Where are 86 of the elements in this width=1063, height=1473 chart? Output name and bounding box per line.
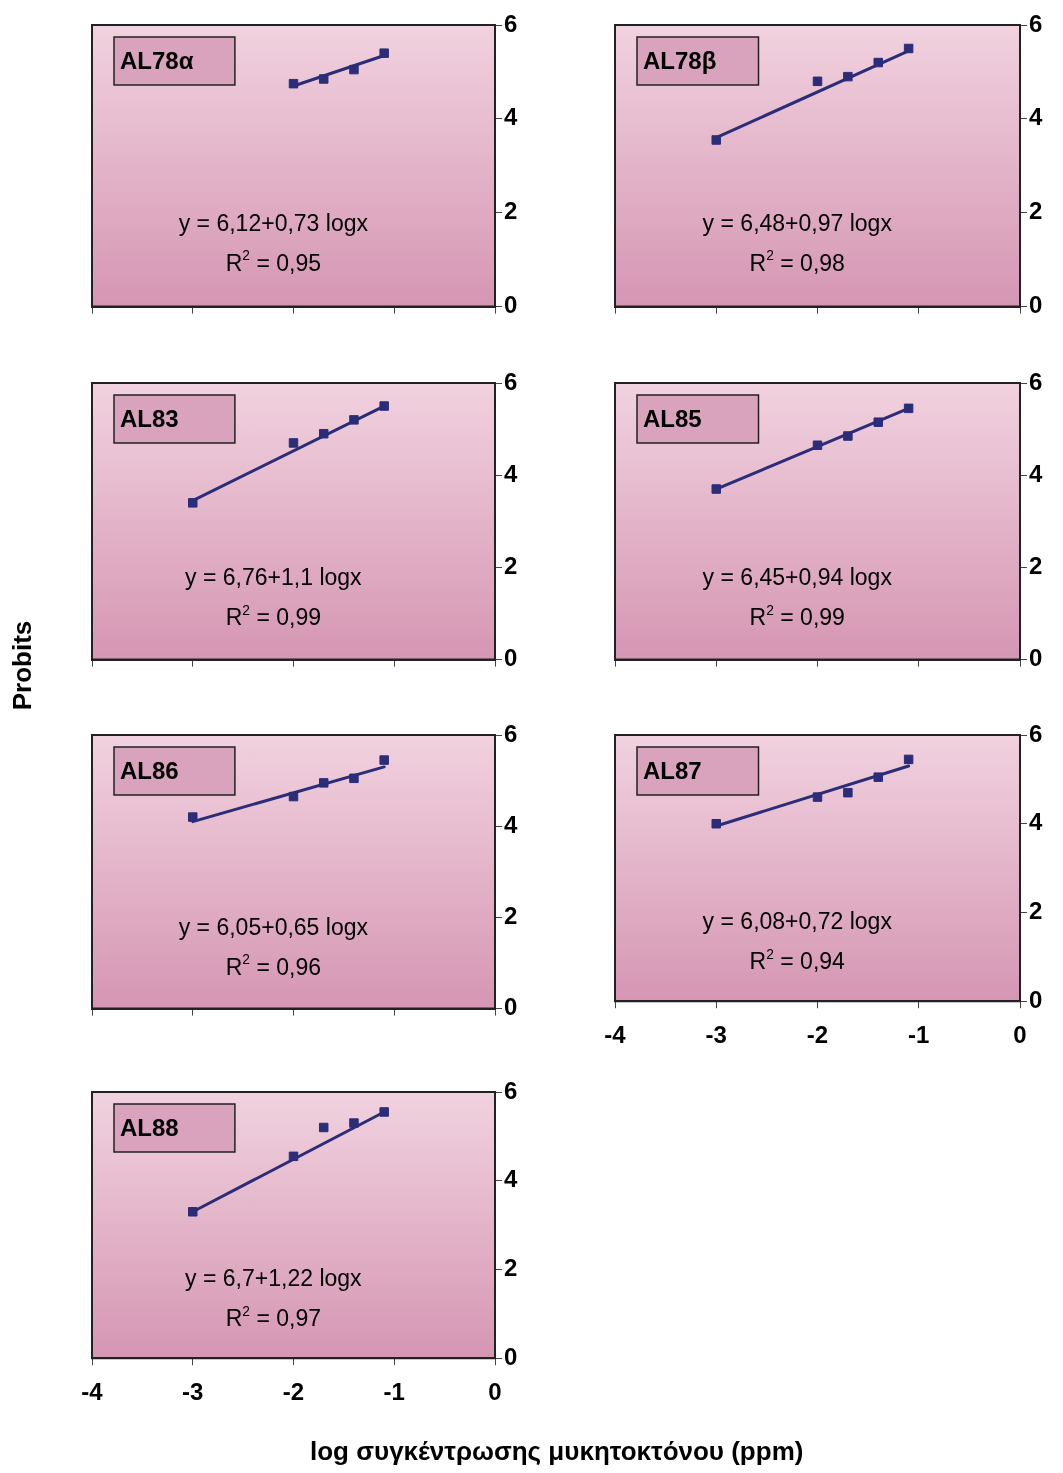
annotation: y = 6,48+0,97 logx bbox=[702, 209, 893, 236]
y-tick-label: 0 bbox=[1029, 985, 1043, 1013]
y-tick-label: 4 bbox=[504, 103, 518, 131]
y-tick-label: 0 bbox=[504, 291, 518, 319]
point bbox=[288, 438, 299, 448]
point bbox=[843, 787, 853, 798]
point bbox=[873, 57, 883, 68]
annotation: y = 6,76+1,1 logx bbox=[185, 563, 363, 590]
annotation: y = 6,08+0,72 logx bbox=[702, 908, 893, 935]
y-tick-label: 0 bbox=[504, 644, 518, 672]
text: AL78α bbox=[120, 46, 194, 74]
point bbox=[349, 415, 359, 425]
y-tick-label: 6 bbox=[504, 367, 518, 395]
point bbox=[379, 755, 389, 765]
y-tick-label: 6 bbox=[1029, 367, 1043, 395]
y-tick-label: 6 bbox=[1029, 719, 1043, 747]
y-tick-label: 6 bbox=[504, 1076, 518, 1104]
point bbox=[843, 71, 853, 82]
point bbox=[812, 76, 823, 87]
y-tick-label: 2 bbox=[504, 902, 518, 930]
point bbox=[812, 440, 823, 450]
point bbox=[349, 64, 359, 75]
point bbox=[318, 1122, 329, 1133]
x-tick-label: -4 bbox=[81, 1378, 104, 1406]
x-tick-label: -3 bbox=[182, 1378, 204, 1406]
annotation: y = 6,12+0,73 logx bbox=[178, 209, 369, 236]
x-tick-label: -3 bbox=[705, 1021, 727, 1049]
x-tick-label: -4 bbox=[604, 1021, 627, 1049]
annotation: y = 6,45+0,94 logx bbox=[702, 563, 893, 590]
y-tick-label: 2 bbox=[1029, 552, 1043, 580]
y-tick-label: 2 bbox=[504, 552, 518, 580]
x-tick-label: -2 bbox=[806, 1021, 829, 1049]
x-tick-label: -1 bbox=[908, 1021, 930, 1049]
text: AL87 bbox=[643, 756, 702, 784]
y-tick-label: 4 bbox=[1029, 459, 1043, 487]
point bbox=[188, 812, 198, 822]
point bbox=[318, 428, 329, 439]
y-tick-label: 0 bbox=[1029, 644, 1043, 672]
point bbox=[903, 403, 914, 414]
point bbox=[379, 48, 389, 58]
point bbox=[288, 791, 299, 802]
annotation: y = 6,7+1,22 logx bbox=[185, 1265, 363, 1292]
text: AL85 bbox=[643, 404, 702, 432]
y-tick-label: 6 bbox=[504, 9, 518, 37]
point bbox=[318, 778, 329, 788]
y-tick-label: 4 bbox=[504, 459, 518, 487]
y-tick-label: 4 bbox=[1029, 808, 1043, 836]
y-tick-label: 0 bbox=[1029, 291, 1043, 319]
y-tick-label: 4 bbox=[1029, 103, 1043, 131]
point bbox=[188, 498, 198, 508]
point bbox=[812, 792, 823, 802]
point bbox=[349, 1118, 359, 1128]
point bbox=[349, 773, 359, 784]
point bbox=[379, 401, 389, 411]
y-tick-label: 0 bbox=[504, 1342, 518, 1370]
text: AL86 bbox=[120, 756, 179, 784]
annotation: y = 6,05+0,65 logx bbox=[178, 913, 369, 940]
point bbox=[318, 74, 329, 84]
point bbox=[288, 78, 299, 89]
point bbox=[711, 135, 721, 145]
y-tick-label: 0 bbox=[504, 993, 518, 1021]
x-tick-label: -2 bbox=[282, 1378, 305, 1406]
x-axis-title: log συγκέντρωσης μυκητοκτόνου (ppm) bbox=[310, 1436, 804, 1467]
y-tick-label: 6 bbox=[1029, 9, 1043, 37]
x-tick-label: -1 bbox=[383, 1378, 405, 1406]
y-tick-label: 2 bbox=[1029, 197, 1043, 225]
point bbox=[903, 754, 914, 765]
y-axis-title: Probits bbox=[7, 620, 39, 711]
y-tick-label: 6 bbox=[504, 719, 518, 747]
point bbox=[843, 431, 853, 441]
y-tick-label: 4 bbox=[504, 1165, 518, 1193]
y-tick-label: 2 bbox=[504, 1254, 518, 1282]
point bbox=[873, 417, 883, 427]
point bbox=[711, 484, 721, 494]
point bbox=[379, 1107, 389, 1117]
point bbox=[188, 1207, 198, 1217]
text: AL88 bbox=[120, 1113, 179, 1141]
point bbox=[288, 1151, 299, 1162]
text: AL83 bbox=[120, 404, 179, 432]
point bbox=[873, 772, 883, 782]
point bbox=[903, 43, 914, 54]
point bbox=[711, 818, 721, 829]
text: AL78β bbox=[643, 46, 717, 74]
y-tick-label: 4 bbox=[504, 810, 518, 838]
y-tick-label: 2 bbox=[1029, 897, 1043, 925]
y-tick-label: 2 bbox=[504, 197, 518, 225]
